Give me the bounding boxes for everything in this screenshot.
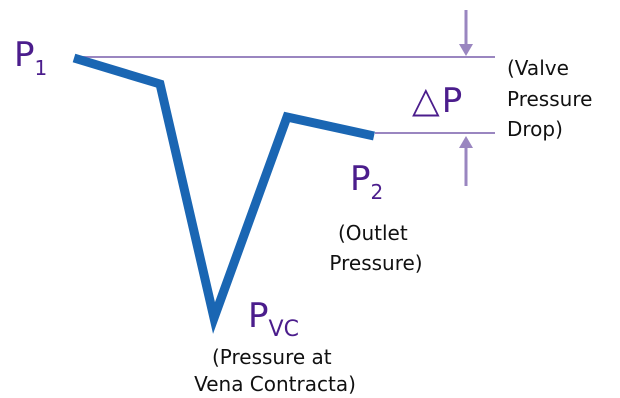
delta-p-down-arrow	[459, 10, 473, 56]
p1-label: P1	[14, 35, 47, 80]
valve-pressure-drop-note: (Valve Pressure Drop)	[507, 56, 599, 141]
pvc-label: PVC	[248, 296, 299, 342]
vena-contracta-note: (Pressure at Vena Contracta)	[194, 345, 356, 396]
delta-p-label: △P	[412, 80, 462, 121]
delta-p-up-arrow	[459, 136, 473, 186]
delta-icon: △	[412, 80, 440, 121]
p2-label: P2	[350, 159, 383, 204]
pressure-profile-curve	[72, 53, 375, 334]
outlet-pressure-note: (Outlet Pressure)	[329, 221, 422, 275]
